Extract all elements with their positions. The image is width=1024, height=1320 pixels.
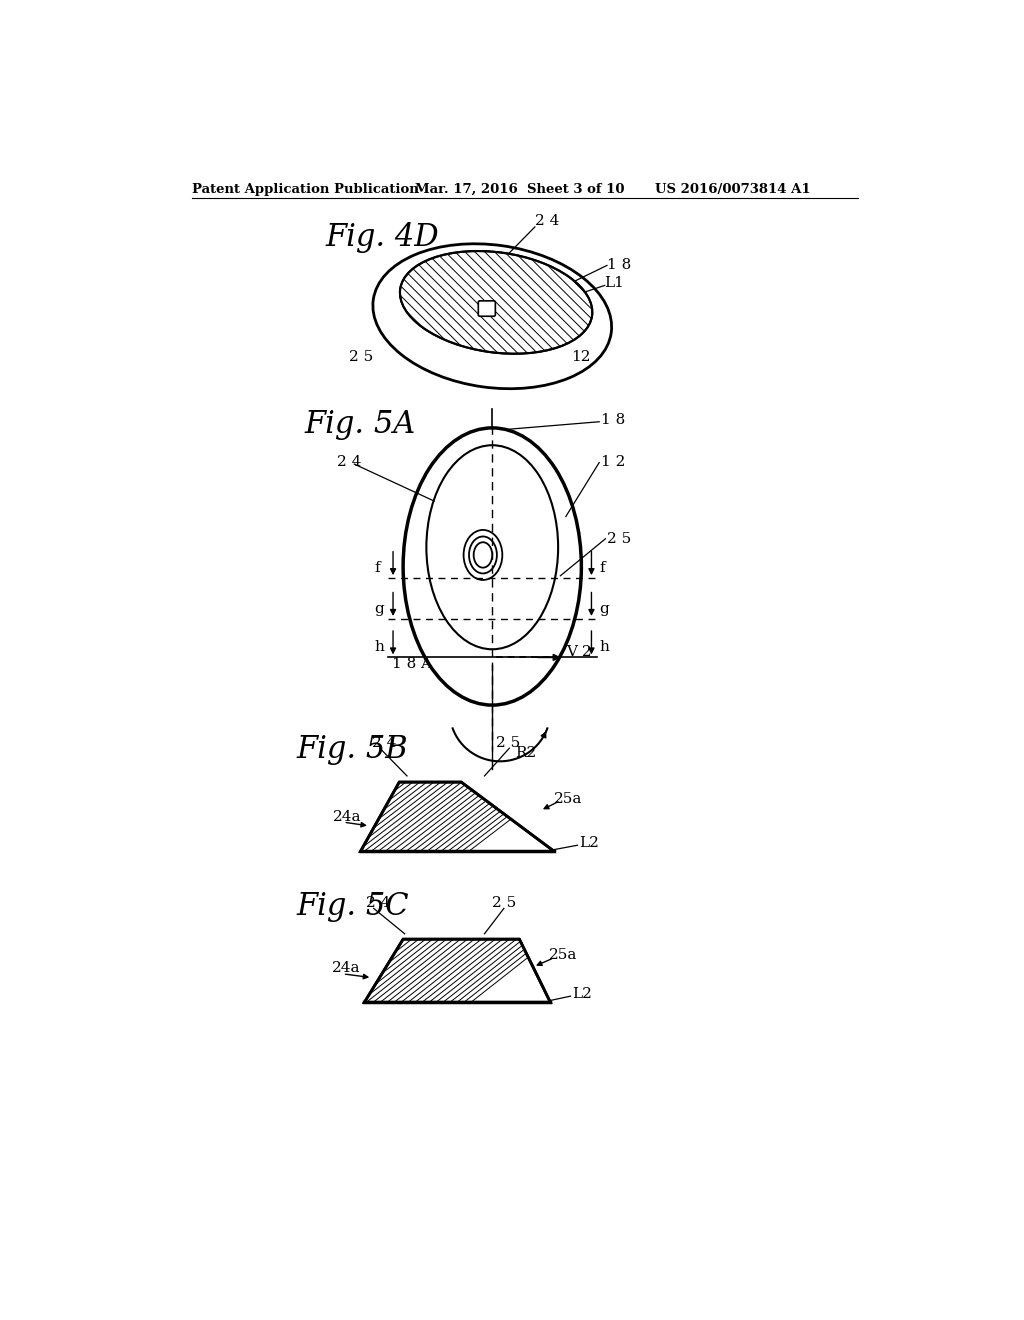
Polygon shape <box>365 940 550 1002</box>
Text: 2 4: 2 4 <box>337 455 361 470</box>
Text: 25a: 25a <box>549 948 578 962</box>
Text: L2: L2 <box>579 836 599 850</box>
Text: 2 5: 2 5 <box>349 350 373 364</box>
Text: g: g <box>375 602 384 615</box>
Text: f: f <box>599 561 605 576</box>
Ellipse shape <box>373 244 611 388</box>
Text: Fig. 5C: Fig. 5C <box>297 891 410 923</box>
Text: Fig. 4D: Fig. 4D <box>326 222 439 252</box>
Text: g: g <box>599 602 609 615</box>
Text: 24a: 24a <box>332 961 360 975</box>
Text: 2 4: 2 4 <box>366 896 390 909</box>
Polygon shape <box>360 781 554 851</box>
Text: 1 8 A: 1 8 A <box>391 657 432 671</box>
Text: US 2016/0073814 A1: US 2016/0073814 A1 <box>655 183 811 197</box>
Text: 12: 12 <box>571 350 591 364</box>
Text: 1 8: 1 8 <box>601 413 625 428</box>
Text: 25a: 25a <box>554 792 583 807</box>
Text: R2: R2 <box>515 747 537 760</box>
Text: h: h <box>375 640 384 655</box>
Text: 2 5: 2 5 <box>493 896 516 909</box>
Text: Patent Application Publication: Patent Application Publication <box>191 183 418 197</box>
Text: 1 8: 1 8 <box>607 257 631 272</box>
Text: 2 5: 2 5 <box>496 735 520 750</box>
FancyBboxPatch shape <box>478 301 496 317</box>
Text: 1 2: 1 2 <box>601 455 625 470</box>
Text: Mar. 17, 2016  Sheet 3 of 10: Mar. 17, 2016 Sheet 3 of 10 <box>415 183 625 197</box>
Text: V 2: V 2 <box>566 645 592 659</box>
Text: Fig. 5A: Fig. 5A <box>305 409 416 440</box>
Text: L2: L2 <box>572 987 592 1001</box>
Text: 2 4: 2 4 <box>372 735 396 750</box>
Text: f: f <box>375 561 380 576</box>
Text: 2 4: 2 4 <box>535 214 559 228</box>
Text: Fig. 5B: Fig. 5B <box>297 734 409 766</box>
Text: L1: L1 <box>604 276 625 290</box>
Ellipse shape <box>403 428 582 705</box>
Text: h: h <box>599 640 609 655</box>
Text: 2 5: 2 5 <box>607 532 631 546</box>
Text: 24a: 24a <box>334 809 361 824</box>
Ellipse shape <box>400 251 592 354</box>
